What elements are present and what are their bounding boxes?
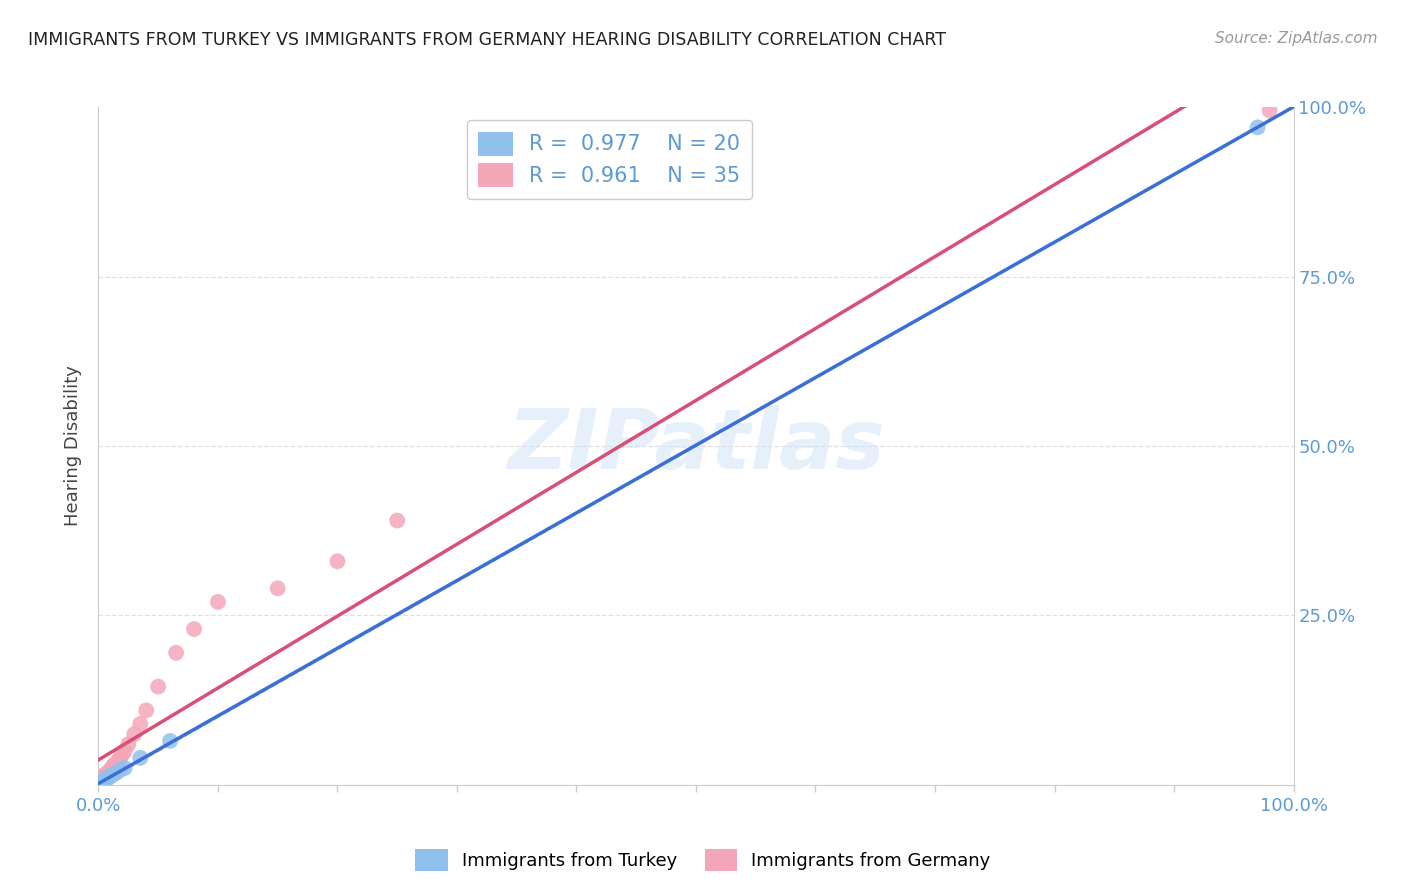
Point (111, 747, 134, 762)
Point (90, 776, 112, 790)
Point (90, 773, 112, 788)
Point (129, 751, 152, 765)
Legend: R =  0.977    N = 20, R =  0.961    N = 35: R = 0.977 N = 20, R = 0.961 N = 35 (467, 120, 752, 199)
Point (97, 771, 120, 785)
Point (94, 769, 117, 783)
Point (124, 727, 146, 741)
Point (91, 776, 114, 790)
Point (98, 769, 122, 783)
Point (105, 757, 128, 772)
Point (93, 768, 115, 782)
Point (98, 770, 121, 784)
Point (89, 777, 111, 791)
Point (165, 646, 187, 660)
Point (91, 774, 114, 789)
Point (93, 771, 115, 785)
Point (108, 763, 131, 777)
Point (385, 514, 409, 528)
Point (1247, 120, 1270, 135)
Point (96, 767, 118, 781)
Text: IMMIGRANTS FROM TURKEY VS IMMIGRANTS FROM GERMANY HEARING DISABILITY CORRELATION: IMMIGRANTS FROM TURKEY VS IMMIGRANTS FRO… (28, 31, 946, 49)
Point (100, 762, 122, 776)
Text: Source: ZipAtlas.com: Source: ZipAtlas.com (1215, 31, 1378, 46)
Point (326, 554, 349, 568)
Legend: Immigrants from Turkey, Immigrants from Germany: Immigrants from Turkey, Immigrants from … (408, 842, 998, 879)
Point (91, 770, 114, 784)
Point (267, 582, 290, 596)
Point (97, 765, 120, 780)
Point (91, 773, 114, 788)
Point (96, 771, 118, 785)
Point (101, 768, 124, 782)
Point (91, 772, 114, 787)
Point (91, 771, 114, 785)
Point (89, 775, 111, 789)
Point (207, 595, 229, 609)
Point (117, 737, 139, 751)
Y-axis label: Hearing Disability: Hearing Disability (65, 366, 83, 526)
Point (129, 717, 152, 731)
Point (105, 765, 128, 780)
Text: ZIPatlas: ZIPatlas (508, 406, 884, 486)
Point (101, 759, 124, 773)
Point (91, 776, 114, 790)
Point (93, 774, 115, 789)
Point (135, 703, 157, 717)
Point (103, 757, 125, 772)
Point (107, 754, 129, 768)
Point (91, 775, 114, 789)
Point (98, 763, 122, 777)
Point (159, 734, 181, 748)
Point (148, 680, 170, 694)
Point (183, 622, 205, 636)
Point (114, 744, 136, 758)
Point (94, 773, 117, 788)
Point (93, 772, 115, 787)
Point (1258, 103, 1281, 118)
Point (89, 776, 111, 790)
Point (98, 764, 121, 779)
Point (108, 751, 131, 765)
Point (114, 761, 136, 775)
Point (90, 774, 112, 789)
